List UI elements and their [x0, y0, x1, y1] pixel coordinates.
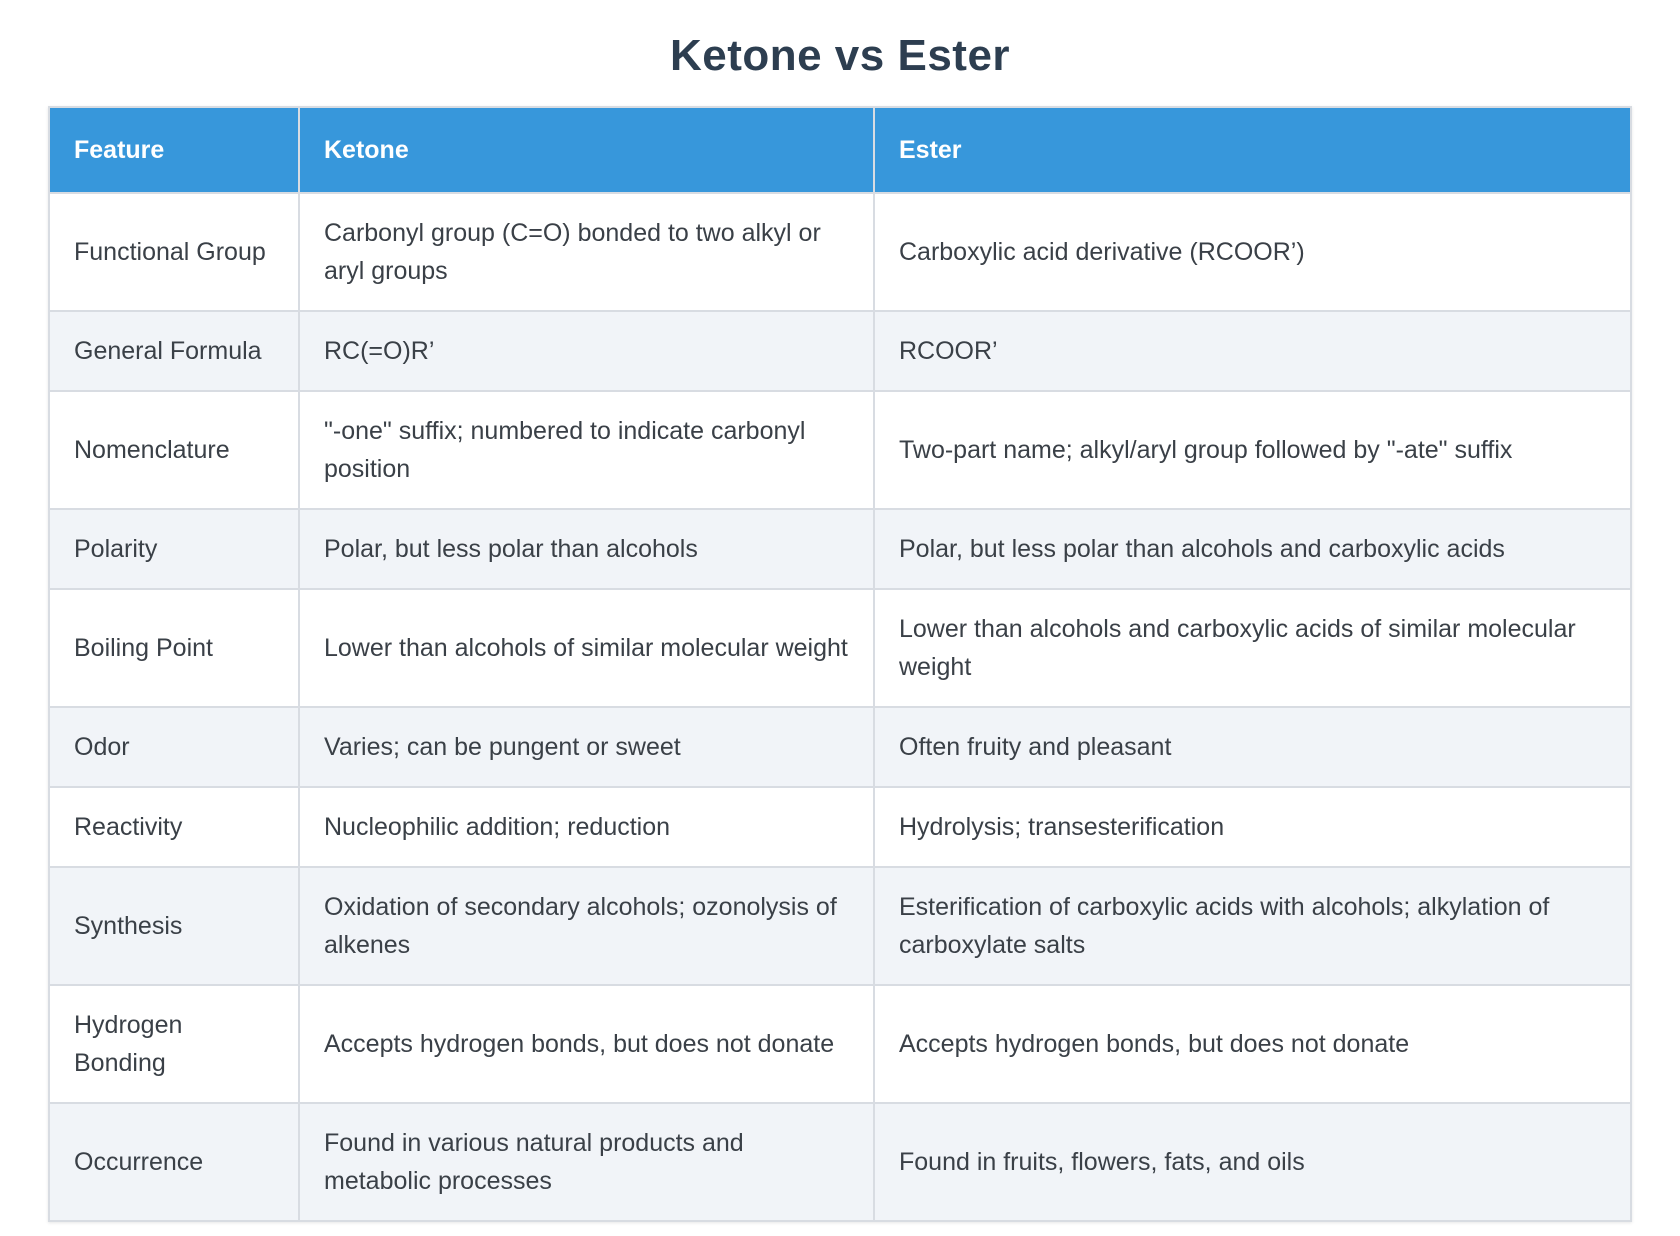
- feature-cell: General Formula: [50, 312, 298, 390]
- table-row: Hydrogen Bonding Accepts hydrogen bonds, …: [50, 986, 1630, 1102]
- feature-cell: Boiling Point: [50, 590, 298, 706]
- feature-cell: Hydrogen Bonding: [50, 986, 298, 1102]
- table-row: Reactivity Nucleophilic addition; reducti…: [50, 788, 1630, 866]
- column-header-ester: Ester: [875, 108, 1630, 192]
- feature-cell: Synthesis: [50, 868, 298, 984]
- ester-cell: Often fruity and pleasant: [875, 708, 1630, 786]
- ketone-cell: Found in various natural products and me…: [300, 1104, 873, 1220]
- ester-cell: Two-part name; alkyl/aryl group followed…: [875, 392, 1630, 508]
- ketone-cell: Lower than alcohols of similar molecular…: [300, 590, 873, 706]
- ester-cell: Accepts hydrogen bonds, but does not don…: [875, 986, 1630, 1102]
- page-title: Ketone vs Ester: [669, 31, 1011, 80]
- column-header-ketone: Ketone: [300, 108, 873, 192]
- ketone-cell: Varies; can be pungent or sweet: [300, 708, 873, 786]
- table-row: Occurrence Found in various natural produ…: [50, 1104, 1630, 1220]
- table-row: Functional Group Carbonyl group (C=O) bon…: [50, 194, 1630, 310]
- feature-cell: Functional Group: [50, 194, 298, 310]
- ketone-cell: Oxidation of secondary alcohols; ozonoly…: [300, 868, 873, 984]
- ester-cell: Lower than alcohols and carboxylic acids…: [875, 590, 1630, 706]
- column-header-feature: Feature: [50, 108, 298, 192]
- feature-cell: Odor: [50, 708, 298, 786]
- table-row: Polarity Polar, but less polar than alcoh…: [50, 510, 1630, 588]
- ketone-cell: Accepts hydrogen bonds, but does not don…: [300, 986, 873, 1102]
- comparison-table: Feature Ketone Ester Functional Group Car…: [48, 106, 1632, 1222]
- header-row: Feature Ketone Ester: [50, 108, 1630, 192]
- ester-cell: Polar, but less polar than alcohols and …: [875, 510, 1630, 588]
- feature-cell: Polarity: [50, 510, 298, 588]
- ketone-cell: Nucleophilic addition; reduction: [300, 788, 873, 866]
- ketone-cell: "-one" suffix; numbered to indicate carb…: [300, 392, 873, 508]
- feature-cell: Reactivity: [50, 788, 298, 866]
- table-row: Synthesis Oxidation of secondary alcohols…: [50, 868, 1630, 984]
- feature-cell: Occurrence: [50, 1104, 298, 1220]
- ester-cell: RCOOR’: [875, 312, 1630, 390]
- table-body: Functional Group Carbonyl group (C=O) bon…: [50, 194, 1630, 1220]
- table-row: General Formula RC(=O)R’ RCOOR’: [50, 312, 1630, 390]
- table-row: Odor Varies; can be pungent or sweet Often…: [50, 708, 1630, 786]
- ester-cell: Carboxylic acid derivative (RCOOR’): [875, 194, 1630, 310]
- table-row: Boiling Point Lower than alcohols of simi…: [50, 590, 1630, 706]
- ester-cell: Hydrolysis; transesterification: [875, 788, 1630, 866]
- ketone-cell: Carbonyl group (C=O) bonded to two alkyl…: [300, 194, 873, 310]
- table-row: Nomenclature "-one" suffix; numbered to i…: [50, 392, 1630, 508]
- ketone-cell: Polar, but less polar than alcohols: [300, 510, 873, 588]
- ester-cell: Found in fruits, flowers, fats, and oils: [875, 1104, 1630, 1220]
- ester-cell: Esterification of carboxylic acids with …: [875, 868, 1630, 984]
- ketone-cell: RC(=O)R’: [300, 312, 873, 390]
- feature-cell: Nomenclature: [50, 392, 298, 508]
